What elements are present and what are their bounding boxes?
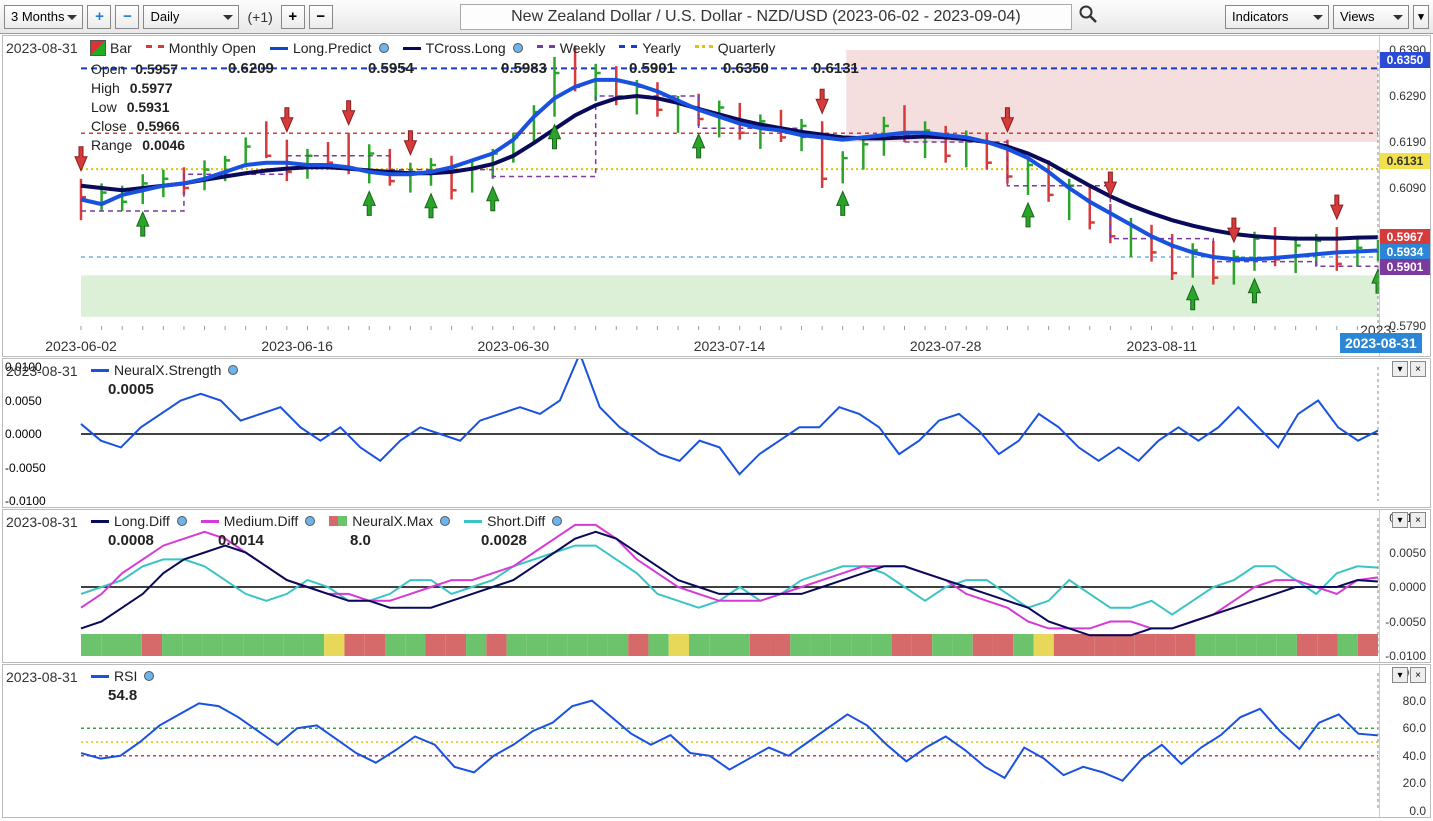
range-label: 3 Months bbox=[11, 9, 64, 24]
price-yaxis: 0.57900.60900.61900.62900.63900.63500.61… bbox=[1379, 36, 1430, 356]
interval-combo[interactable]: Daily bbox=[143, 5, 239, 29]
pane-tools: ▾× bbox=[1392, 361, 1426, 377]
range-combo[interactable]: 3 Months bbox=[4, 5, 83, 29]
neural-yaxis-left: 0.01000.00500.0000-0.0050-0.0100 bbox=[5, 359, 55, 507]
price-chart[interactable] bbox=[3, 36, 1430, 356]
offset-counter: (+1) bbox=[243, 9, 276, 25]
menu-button[interactable]: ▾ bbox=[1413, 5, 1429, 29]
rsi-value: 54.8 bbox=[108, 687, 137, 704]
neural-chart[interactable] bbox=[3, 359, 1430, 507]
diff-legend: Long.DiffMedium.DiffNeuralX.MaxShort.Dif… bbox=[91, 513, 562, 529]
range-minus-button[interactable]: − bbox=[115, 5, 139, 29]
views-combo[interactable]: Views bbox=[1333, 5, 1409, 29]
offset-minus-button[interactable]: − bbox=[309, 5, 333, 29]
range-plus-button[interactable]: + bbox=[87, 5, 111, 29]
collapse-icon[interactable]: ▾ bbox=[1392, 667, 1408, 683]
diff-yaxis: 0.01000.00500.0000-0.0050-0.0100 bbox=[1379, 510, 1430, 662]
crosshair-date: 2023-08-31 bbox=[6, 514, 78, 530]
rsi-chart[interactable] bbox=[3, 665, 1430, 817]
collapse-icon[interactable]: ▾ bbox=[1392, 361, 1408, 377]
ohlc-readout: Open0.5957High0.5977Low0.5931Close0.5966… bbox=[91, 60, 190, 155]
diff-panel: 2023-08-31 Long.DiffMedium.DiffNeuralX.M… bbox=[2, 509, 1431, 663]
interval-label: Daily bbox=[150, 9, 179, 24]
rsi-yaxis: 100.080.060.040.020.00.0 bbox=[1379, 665, 1430, 817]
main-legend: BarMonthly OpenLong.PredictTCross.LongWe… bbox=[91, 40, 775, 56]
neural-legend: NeuralX.Strength bbox=[91, 362, 238, 378]
views-label: Views bbox=[1340, 9, 1374, 24]
neural-strength-panel: 2023-08-31 NeuralX.Strength 0.0005 ▾× 0.… bbox=[2, 358, 1431, 508]
offset-plus-button[interactable]: + bbox=[281, 5, 305, 29]
search-icon[interactable] bbox=[1078, 4, 1098, 24]
crosshair-date: 2023-08-31 bbox=[6, 669, 78, 685]
chart-title[interactable]: New Zealand Dollar / U.S. Dollar - NZD/U… bbox=[460, 4, 1072, 30]
rsi-label: RSI bbox=[114, 668, 137, 684]
highlight-date-box: 2023-08-31 bbox=[1340, 333, 1422, 353]
collapse-icon[interactable]: ▾ bbox=[1392, 512, 1408, 528]
crosshair-date: 2023-08-31 bbox=[6, 363, 78, 379]
indicators-label: Indicators bbox=[1232, 9, 1288, 24]
neural-strength-label: NeuralX.Strength bbox=[114, 362, 221, 378]
neural-strength-value: 0.0005 bbox=[108, 381, 154, 398]
indicators-combo[interactable]: Indicators bbox=[1225, 5, 1329, 29]
close-icon[interactable]: × bbox=[1410, 667, 1426, 683]
close-icon[interactable]: × bbox=[1410, 361, 1426, 377]
toolbar: 3 Months + − Daily (+1) + − New Zealand … bbox=[0, 0, 1433, 34]
rsi-panel: 2023-08-31 RSI 54.8 ▾× 100.080.060.040.0… bbox=[2, 664, 1431, 818]
settings-dot-icon[interactable] bbox=[144, 671, 154, 681]
settings-dot-icon[interactable] bbox=[228, 365, 238, 375]
chart-title-text: New Zealand Dollar / U.S. Dollar - NZD/U… bbox=[511, 8, 1021, 26]
pane-tools: ▾× bbox=[1392, 512, 1426, 528]
price-panel: 2023-08-31 BarMonthly OpenLong.PredictTC… bbox=[2, 35, 1431, 357]
pane-tools: ▾× bbox=[1392, 667, 1426, 683]
price-xaxis: 2023-06-022023-06-162023-06-302023-07-14… bbox=[81, 326, 1378, 356]
crosshair-date: 2023-08-31 bbox=[6, 40, 78, 56]
close-icon[interactable]: × bbox=[1410, 512, 1426, 528]
rsi-legend: RSI bbox=[91, 668, 154, 684]
